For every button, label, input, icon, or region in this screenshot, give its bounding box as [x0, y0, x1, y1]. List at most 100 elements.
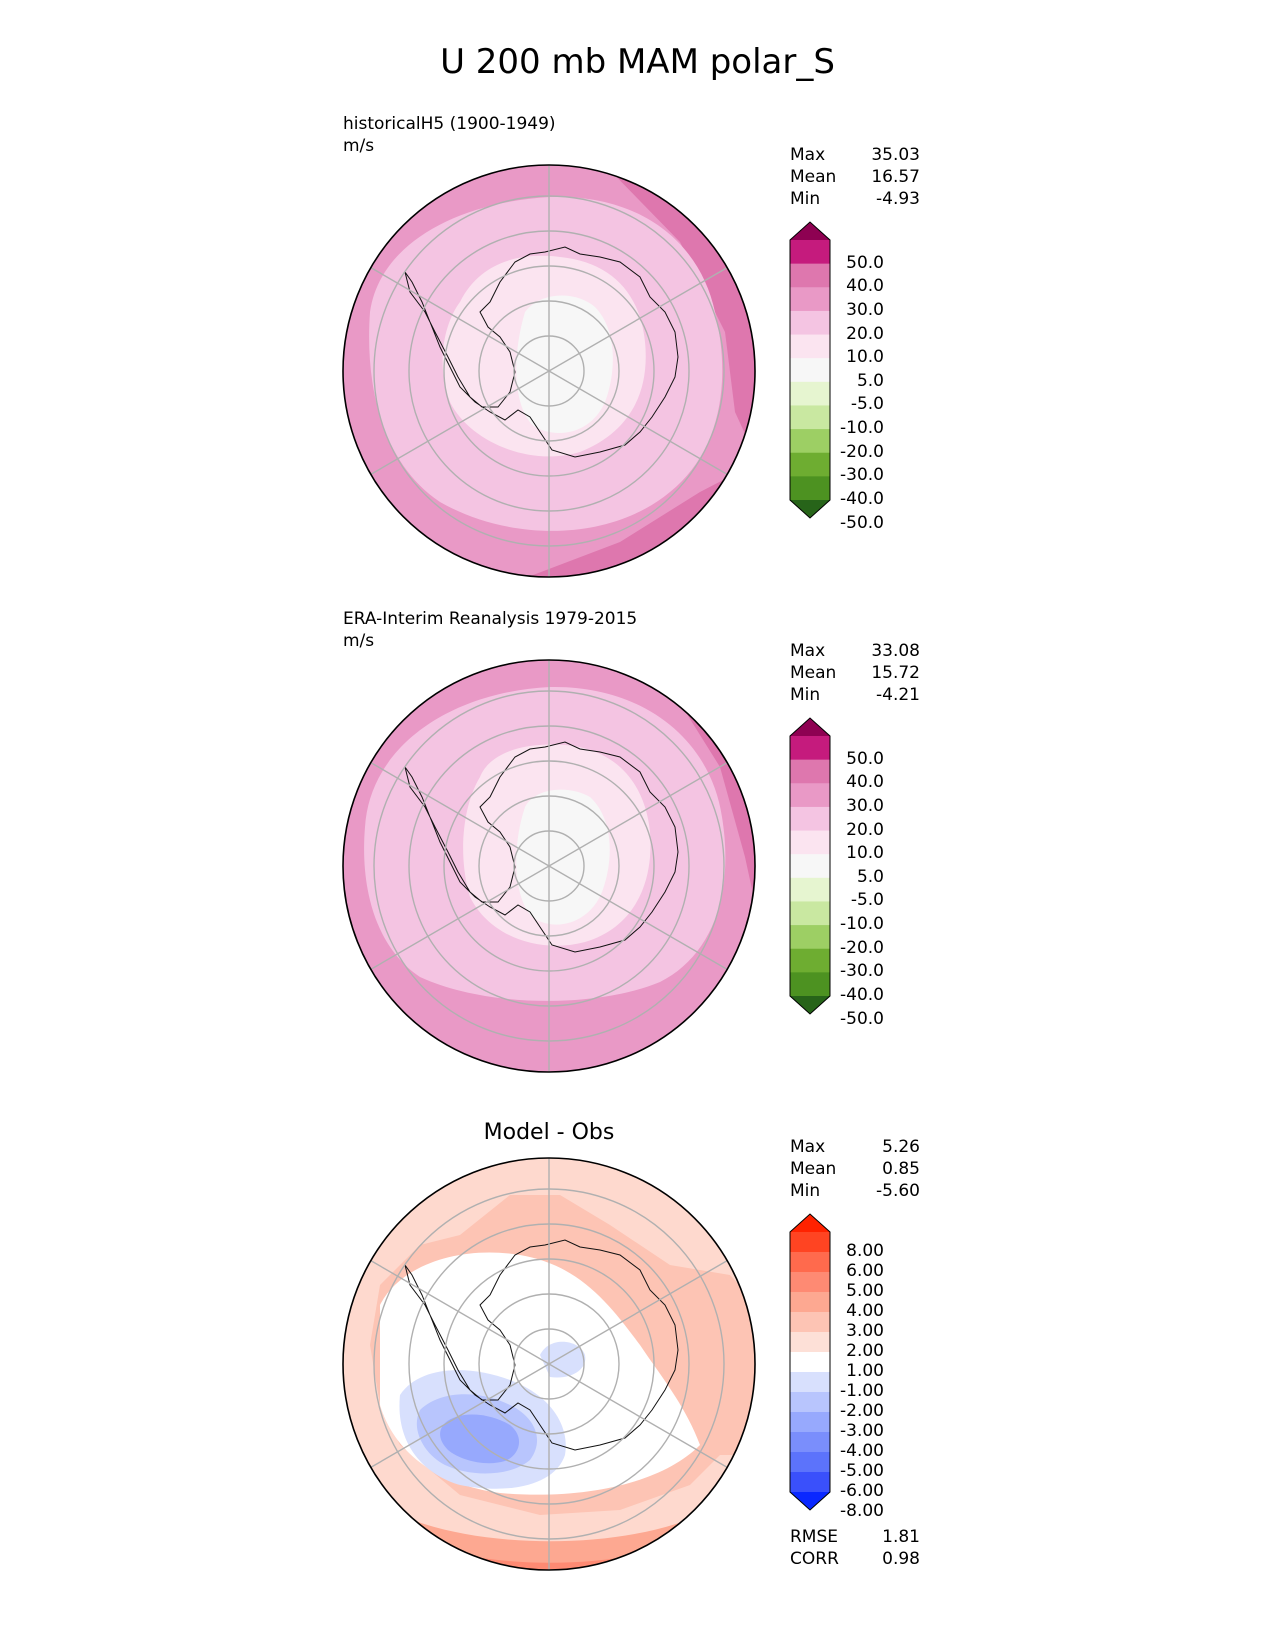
- colorbar-outline: [789, 1213, 831, 1511]
- stat-label: Mean: [790, 1159, 837, 1179]
- colorbar-swatch: [790, 1292, 830, 1313]
- antarctica-coastline: [404, 246, 679, 458]
- panel-2-colorbar-labels: 50.0 40.0 30.0 20.0 10.0 5.0 -5.0 -10.0 -20.0 -30…: [832, 718, 884, 1027]
- stat-label: Min: [790, 685, 821, 705]
- colorbar-swatch: [790, 1452, 830, 1473]
- panel-3-title: Model - Obs: [483, 1120, 615, 1145]
- colorbar-tick-label: 3.00: [846, 1321, 884, 1341]
- stat-label: Min: [790, 1181, 821, 1201]
- colorbar-tick-label: -2.00: [840, 1401, 884, 1421]
- colorbar-swatch: [790, 736, 830, 761]
- colorbar-swatch: [790, 901, 830, 926]
- colorbar-tick-label: 10.0: [846, 347, 884, 368]
- colorbar-tick-label: 4.00: [846, 1301, 884, 1321]
- metric-label: RMSE: [790, 1527, 839, 1547]
- panel-1-polar-map: [342, 164, 756, 578]
- colorbar-swatch: [790, 759, 830, 784]
- panel-2-polar-map: [342, 659, 756, 1073]
- colorbar-tick-label: -10.0: [840, 418, 884, 439]
- colorbar-swatch: [790, 1352, 830, 1373]
- colorbar-tick-label: 30.0: [846, 299, 884, 320]
- metric-value: 1.81: [882, 1527, 920, 1547]
- colorbar-tick-label: -40.0: [840, 489, 884, 509]
- panel-1-colorbar: [789, 221, 831, 519]
- panel-2-stats: Max 33.08 Mean 15.72 Min -4.21: [790, 640, 920, 706]
- colorbar-swatch: [790, 405, 830, 430]
- panel-3-metrics: RMSE 1.81 CORR 0.98: [790, 1526, 920, 1570]
- colorbar-swatch: [790, 830, 830, 855]
- colorbar-swatch: [790, 240, 830, 265]
- colorbar-tick-label: -4.00: [840, 1441, 884, 1461]
- stat-label: Min: [790, 189, 821, 209]
- panel-3-colorbar-labels: 8.00 6.00 5.00 4.00 3.00 2.00 1.00 -1.00 -2.00 -3…: [832, 1214, 884, 1520]
- colorbar-swatch: [790, 476, 830, 501]
- panel-1-units: m/s: [343, 136, 375, 156]
- colorbar-swatch: [790, 263, 830, 288]
- colorbar-swatch: [790, 1432, 830, 1453]
- stat-value: 16.57: [871, 167, 920, 187]
- antarctica-coastline: [404, 1239, 679, 1451]
- stat-value: -5.60: [876, 1181, 920, 1201]
- colorbar-tick-label: -8.00: [840, 1501, 884, 1521]
- stat-value: -4.93: [876, 189, 920, 209]
- colorbar-tick-label: 5.0: [856, 866, 884, 887]
- stat-value: 35.03: [871, 145, 920, 165]
- colorbar-tick-label: -20.0: [840, 441, 884, 462]
- colorbar-tick-label: -10.0: [840, 914, 884, 935]
- colorbar-swatch: [790, 310, 830, 336]
- colorbar-tick-label: -5.0: [850, 394, 884, 415]
- colorbar-extend-top: [790, 718, 830, 736]
- colorbar-tick-label: -5.0: [850, 890, 884, 911]
- colorbar-swatch: [790, 972, 830, 997]
- panel-1-stats: Max 35.03 Mean 16.57 Min -4.93: [790, 144, 920, 210]
- stat-value: 33.08: [871, 641, 920, 661]
- colorbar-tick-label: 5.00: [846, 1281, 884, 1301]
- colorbar-swatch: [790, 806, 830, 832]
- colorbar-tick-label: -5.00: [840, 1461, 884, 1481]
- colorbar-swatch: [790, 334, 830, 359]
- colorbar-tick-label: 20.0: [846, 323, 884, 344]
- colorbar-swatch: [790, 948, 830, 973]
- colorbar-extend-bottom: [790, 1492, 830, 1510]
- colorbar-swatch: [790, 1332, 830, 1353]
- stat-value: 5.26: [882, 1137, 920, 1157]
- colorbar-swatch: [790, 877, 830, 902]
- colorbar-tick-label: -6.00: [840, 1481, 884, 1501]
- panel-3-stats: Max 5.26 Mean 0.85 Min -5.60: [790, 1136, 920, 1202]
- colorbar-extend-bottom: [790, 500, 830, 518]
- colorbar-extend-top: [790, 1214, 830, 1232]
- colorbar-swatch: [790, 854, 830, 879]
- colorbar-outline: [789, 221, 831, 519]
- stat-label: Max: [790, 1137, 826, 1157]
- panel-2-units: m/s: [343, 631, 375, 651]
- colorbar-tick-label: 10.0: [846, 843, 884, 864]
- panel-1-colorbar-labels: 50.0 40.0 30.0 20.0 10.0 5.0 -5.0 -10.0 -20.0 -30…: [832, 222, 884, 531]
- colorbar-swatch: [790, 452, 830, 477]
- colorbar-swatch: [790, 1472, 830, 1493]
- colorbar-tick-label: -20.0: [840, 937, 884, 958]
- metric-value: 0.98: [882, 1549, 920, 1569]
- colorbar-tick-label: -30.0: [840, 465, 884, 486]
- stat-label: Mean: [790, 167, 837, 187]
- field-band-neg3: [440, 1414, 520, 1464]
- colorbar-tick-label: 40.0: [846, 772, 884, 793]
- colorbar-tick-label: -50.0: [840, 512, 884, 533]
- antarctica-coastline: [404, 741, 679, 953]
- panel-2-colorbar: [789, 717, 831, 1015]
- field-band-5: [516, 295, 613, 434]
- field-band-neg1-center: [540, 1341, 586, 1378]
- colorbar-swatch: [790, 287, 830, 312]
- panel-3-colorbar: [789, 1213, 831, 1511]
- colorbar-swatch: [790, 783, 830, 808]
- panel-1-title: historicalH5 (1900-1949): [343, 114, 556, 134]
- colorbar-outline: [789, 717, 831, 1015]
- colorbar-swatch: [790, 1272, 830, 1293]
- colorbar-swatch: [790, 925, 830, 950]
- colorbar-tick-label: -50.0: [840, 1008, 884, 1029]
- figure-title: U 200 mb MAM polar_S: [440, 42, 835, 82]
- colorbar-tick-label: 50.0: [846, 748, 884, 769]
- stat-value: 0.85: [882, 1159, 920, 1179]
- stat-label: Max: [790, 145, 826, 165]
- colorbar-tick-label: -40.0: [840, 985, 884, 1005]
- colorbar-extend-bottom: [790, 996, 830, 1014]
